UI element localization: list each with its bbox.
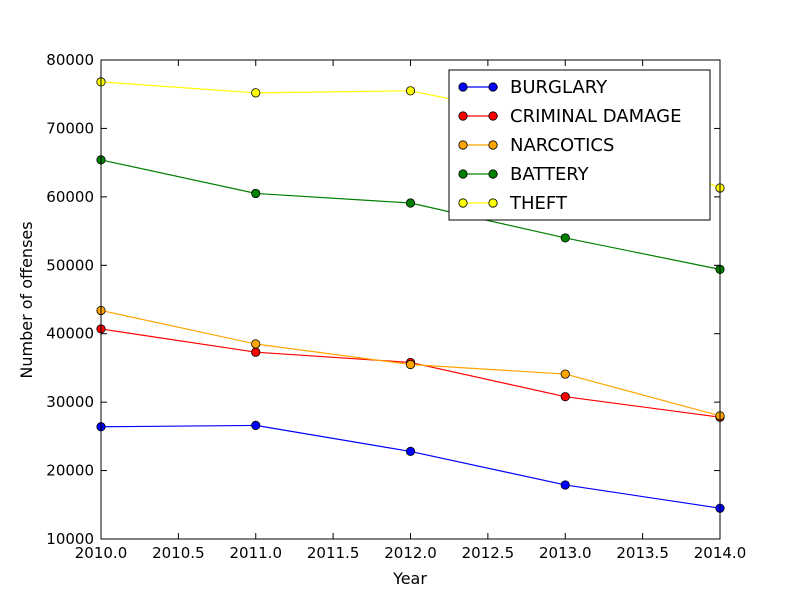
- legend-marker: [458, 82, 468, 92]
- legend-marker: [458, 140, 468, 150]
- y-axis-label: Number of offenses: [17, 221, 36, 378]
- x-tick-label: 2012.0: [384, 544, 437, 562]
- data-point: [251, 188, 261, 199]
- y-tick-label: 60000: [46, 188, 94, 206]
- x-tick-label: 2014.0: [694, 544, 747, 562]
- legend-marker: [458, 198, 468, 208]
- data-point: [251, 347, 261, 357]
- y-tick-label: 30000: [46, 393, 94, 411]
- legend-item: CRIMINAL DAMAGE: [458, 106, 681, 127]
- x-tick-label: 2011.5: [307, 544, 360, 562]
- legend-label: NARCOTICS: [510, 135, 614, 156]
- series-layer: [96, 77, 725, 513]
- x-tick-label: 2013.0: [539, 544, 592, 562]
- series-narcotics: [96, 305, 725, 421]
- legend: BURGLARY CRIMINAL DAMAGE NARCOTICS BATTERY T…: [448, 69, 711, 221]
- x-tick-label: 2013.5: [616, 544, 669, 562]
- legend-label: CRIMINAL DAMAGE: [510, 106, 681, 127]
- y-tick-label: 80000: [46, 51, 94, 69]
- data-point: [560, 480, 570, 490]
- legend-marker: [488, 198, 498, 208]
- legend-marker: [488, 111, 498, 121]
- legend-item: BATTERY: [458, 164, 590, 185]
- legend-item: NARCOTICS: [458, 135, 614, 156]
- data-point: [560, 233, 570, 243]
- data-point: [251, 420, 261, 431]
- y-tick-label: 70000: [46, 119, 94, 137]
- x-tick-label: 2010.0: [75, 544, 128, 562]
- y-tick-label: 50000: [46, 256, 94, 274]
- data-point: [560, 392, 570, 402]
- tick-layer: 2010.0 2010.5 2011.0 2011.5 2012.0 2012.5 2013…: [46, 51, 746, 562]
- x-tick-label: 2012.5: [462, 544, 515, 562]
- legend-marker: [488, 82, 498, 92]
- y-tick-label: 10000: [46, 530, 94, 548]
- series-battery: [96, 155, 725, 274]
- x-tick-label: 2011.0: [230, 544, 283, 562]
- data-point: [560, 369, 570, 379]
- legend-item: THEFT: [458, 193, 568, 214]
- legend-label: BURGLARY: [510, 77, 608, 98]
- data-point: [405, 446, 416, 457]
- legend-item: BURGLARY: [458, 77, 608, 98]
- legend-marker: [488, 140, 498, 150]
- legend-marker: [458, 169, 468, 179]
- legend-marker: [458, 111, 468, 121]
- y-tick-label: 40000: [46, 325, 94, 343]
- legend-label: THEFT: [509, 193, 568, 214]
- x-axis-label: Year: [392, 569, 427, 588]
- series-burglary: [96, 420, 725, 513]
- data-point: [251, 339, 261, 349]
- x-tick-label: 2010.5: [152, 544, 205, 562]
- data-point: [251, 88, 261, 98]
- y-tick-label: 20000: [46, 462, 94, 480]
- legend-marker: [488, 169, 498, 179]
- data-point: [405, 198, 416, 208]
- data-point: [405, 359, 416, 370]
- data-point: [405, 86, 416, 96]
- legend-label: BATTERY: [510, 164, 590, 185]
